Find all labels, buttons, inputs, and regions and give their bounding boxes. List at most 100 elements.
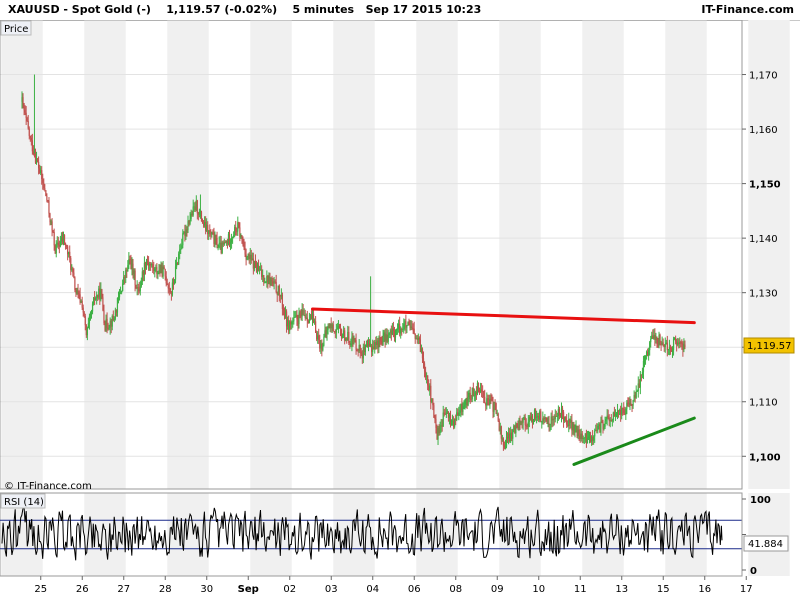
candle-down [569, 419, 571, 423]
candle-up [530, 415, 533, 421]
candle-up [683, 344, 685, 350]
candle-up [92, 297, 95, 304]
candle-down [401, 328, 403, 330]
candle-down [30, 137, 32, 141]
candle-up [350, 344, 352, 346]
candle-down [346, 337, 348, 341]
candle-down [670, 348, 673, 352]
rsi-axis: 0 100 [741, 493, 771, 577]
candle-up [619, 410, 621, 412]
candle-down [675, 337, 677, 342]
candle-up [229, 242, 232, 244]
candle-down [531, 415, 534, 422]
candle-down [124, 276, 126, 278]
candle-up [616, 410, 619, 415]
candle-up [294, 316, 296, 318]
candle-up [155, 267, 157, 269]
candle-up [114, 309, 116, 319]
candle-up [301, 309, 303, 317]
candle-up [400, 328, 402, 334]
candle-up [501, 438, 503, 440]
candle-up [533, 409, 536, 422]
candle-down [352, 336, 354, 341]
candle-down [275, 281, 277, 293]
candle-up [214, 235, 216, 244]
candle-up [122, 283, 124, 291]
time-axis: 25 26 27 28 30 Sep 02 03 04 06 08 09 10 11 13 15 16 17 [34, 576, 753, 595]
candle-down [348, 331, 350, 344]
day-band [250, 20, 292, 489]
candle-up [195, 200, 197, 211]
candle-up [268, 276, 270, 284]
candle-up [598, 424, 600, 426]
watermark: © IT-Finance.com [4, 481, 92, 492]
candle-up [604, 421, 606, 427]
candle-down [502, 438, 504, 446]
candle-up [179, 249, 181, 254]
candle-down [349, 343, 351, 345]
time-tick-label: 03 [325, 584, 338, 595]
candle-up [621, 408, 623, 415]
candle-down [302, 309, 304, 316]
candle-down [159, 270, 161, 274]
candle-up [584, 433, 586, 438]
candle-down [288, 319, 290, 331]
candle-up [21, 97, 23, 102]
candle-down [252, 258, 254, 269]
candle-up [353, 339, 355, 341]
candle-down [521, 422, 523, 424]
price-tick-label: 1,160 [749, 125, 778, 136]
candle-down [73, 272, 75, 278]
candle-down [83, 312, 85, 317]
candle-down [558, 409, 561, 415]
candle-down [48, 200, 50, 214]
candle-down [33, 154, 36, 156]
candle-up [404, 321, 406, 324]
candle-up [91, 303, 94, 312]
candle-down [132, 263, 134, 274]
candle-up [223, 242, 225, 245]
candle-up [645, 351, 648, 356]
candle-down [43, 182, 45, 189]
candle-up [661, 342, 663, 345]
candle-down [202, 223, 205, 226]
candle-up [523, 416, 525, 419]
candle-up [258, 269, 261, 271]
price-tick-label: 1,140 [749, 234, 778, 245]
candle-down [434, 417, 436, 419]
candle-down [659, 334, 661, 345]
candle-down [334, 331, 336, 333]
candle-down [409, 324, 411, 328]
candle-up [331, 324, 333, 329]
candle-down [332, 324, 334, 332]
candle-down [411, 326, 413, 329]
candle-up [385, 334, 387, 342]
candle-down [503, 445, 506, 448]
candle-up [671, 350, 674, 352]
candle-up [468, 392, 470, 398]
candle-up [280, 294, 282, 297]
candle-down [333, 331, 335, 332]
candle-down [553, 418, 555, 420]
candle-down [283, 309, 286, 317]
candle-up [474, 392, 476, 396]
candle-up [117, 297, 120, 299]
candle-down [79, 294, 81, 303]
candle-down [543, 418, 545, 420]
candle-down [49, 213, 51, 223]
candle-down [150, 264, 152, 266]
candle-up [406, 325, 408, 328]
candle-down [470, 399, 472, 400]
candle-down [75, 290, 77, 294]
candle-up [105, 318, 107, 331]
candle-down [526, 426, 528, 427]
candle-up [643, 360, 646, 362]
candle-down [161, 265, 163, 277]
candle-up [320, 343, 322, 349]
candle-down [438, 427, 440, 434]
candle-up [493, 402, 495, 412]
candle-down [66, 245, 68, 247]
candle-up [313, 321, 316, 323]
candle-up [590, 436, 593, 442]
